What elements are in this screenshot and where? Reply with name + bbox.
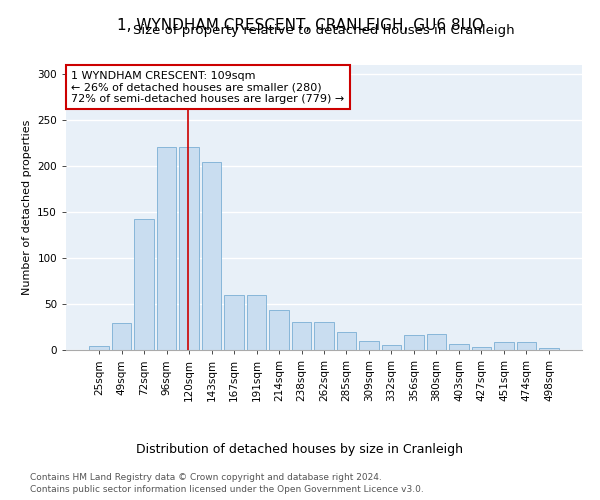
- Bar: [224, 295, 244, 350]
- Bar: [202, 162, 221, 350]
- Bar: [157, 147, 176, 350]
- Text: Contains public sector information licensed under the Open Government Licence v3: Contains public sector information licen…: [30, 485, 424, 494]
- Bar: [449, 344, 469, 350]
- Bar: [359, 341, 379, 350]
- Bar: [134, 218, 154, 350]
- Bar: [494, 342, 514, 350]
- Y-axis label: Number of detached properties: Number of detached properties: [22, 120, 32, 295]
- Bar: [269, 310, 289, 350]
- Text: Contains HM Land Registry data © Crown copyright and database right 2024.: Contains HM Land Registry data © Crown c…: [30, 472, 382, 482]
- Bar: [472, 347, 491, 350]
- Text: Distribution of detached houses by size in Cranleigh: Distribution of detached houses by size …: [137, 442, 464, 456]
- Bar: [247, 295, 266, 350]
- Bar: [382, 346, 401, 350]
- Bar: [179, 147, 199, 350]
- Bar: [539, 348, 559, 350]
- Text: 1, WYNDHAM CRESCENT, CRANLEIGH, GU6 8UQ: 1, WYNDHAM CRESCENT, CRANLEIGH, GU6 8UQ: [116, 18, 484, 32]
- Bar: [404, 336, 424, 350]
- Bar: [427, 334, 446, 350]
- Bar: [89, 346, 109, 350]
- Bar: [337, 332, 356, 350]
- Text: 1 WYNDHAM CRESCENT: 109sqm
← 26% of detached houses are smaller (280)
72% of sem: 1 WYNDHAM CRESCENT: 109sqm ← 26% of deta…: [71, 70, 344, 104]
- Bar: [292, 322, 311, 350]
- Bar: [314, 322, 334, 350]
- Title: Size of property relative to detached houses in Cranleigh: Size of property relative to detached ho…: [133, 24, 515, 38]
- Bar: [112, 324, 131, 350]
- Bar: [517, 342, 536, 350]
